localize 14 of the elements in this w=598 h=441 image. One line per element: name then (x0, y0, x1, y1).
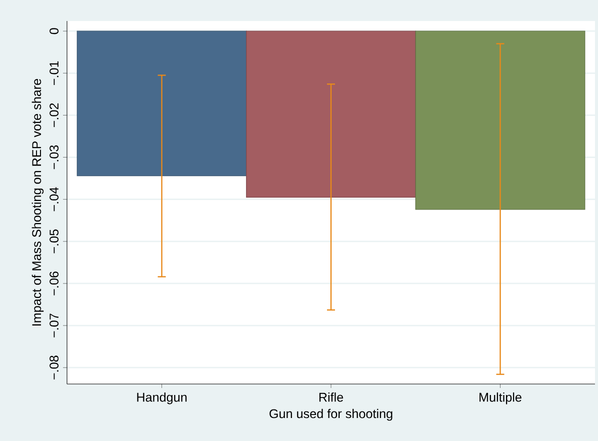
y-tick-label: −.02 (50, 103, 59, 128)
y-tick-label: −.08 (50, 356, 59, 380)
x-tick-label: Rifle (319, 392, 344, 402)
y-tick-label: −.03 (50, 145, 59, 170)
y-tick-label: −.07 (50, 314, 59, 338)
y-axis-title: Impact of Mass Shooting on REP vote share (32, 78, 44, 326)
y-tick-label: −.06 (50, 272, 59, 296)
x-tick-label: Handgun (137, 392, 187, 404)
x-tick-label: Multiple (480, 392, 522, 404)
y-tick-label: −.05 (50, 229, 59, 254)
x-axis-title: Gun used for shooting (270, 408, 392, 421)
y-tick-label: 0 (50, 28, 59, 34)
y-tick-label: −.04 (50, 187, 59, 212)
y-tick-label: −.01 (50, 61, 59, 85)
